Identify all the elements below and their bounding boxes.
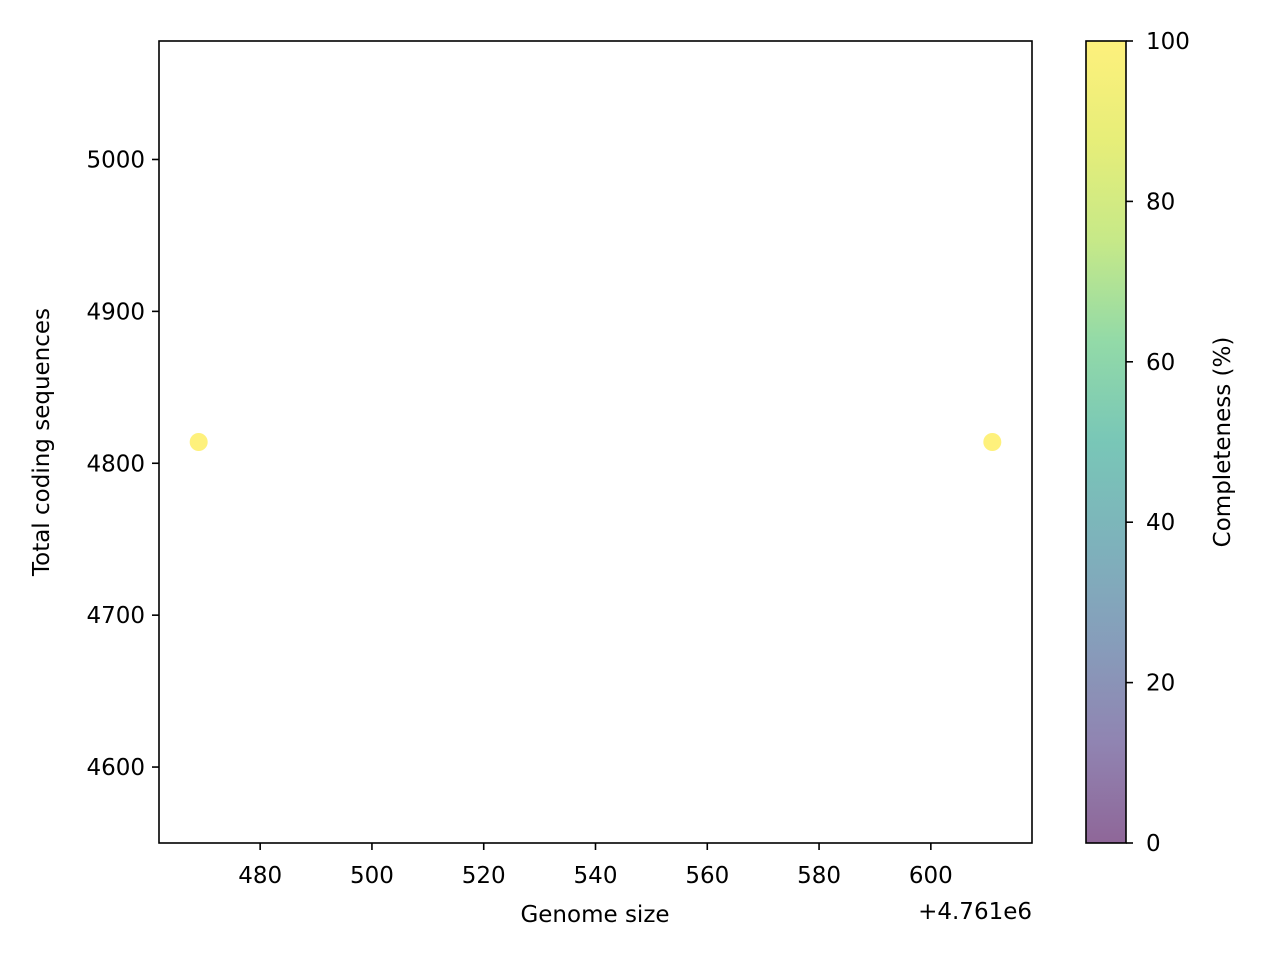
colorbar-tick-label: 80 xyxy=(1146,189,1175,215)
x-axis-offset-label: +4.761e6 xyxy=(918,899,1032,925)
colorbar-tick-label: 40 xyxy=(1146,510,1175,536)
plot-frame xyxy=(158,40,1033,844)
x-tick-label: 520 xyxy=(462,863,506,889)
colorbar-tick-label: 0 xyxy=(1146,831,1161,857)
x-tick-label: 560 xyxy=(685,863,729,889)
colorbar-label: Completeness (%) xyxy=(1210,337,1236,548)
x-tick-label: 480 xyxy=(238,863,282,889)
y-tick-label: 4600 xyxy=(86,755,145,781)
data-point xyxy=(189,433,208,451)
colorbar-tick-label: 100 xyxy=(1146,29,1190,55)
y-tick-label: 4800 xyxy=(86,451,145,477)
x-axis: 480 500 520 540 560 580 600 xyxy=(238,843,953,889)
y-axis-label: Total coding sequences xyxy=(29,308,55,577)
colorbar-tick-label: 60 xyxy=(1146,350,1175,376)
y-tick-label: 5000 xyxy=(86,147,145,173)
colorbar-ticks: 0 20 40 60 80 100 xyxy=(1126,29,1190,857)
x-tick-label: 540 xyxy=(574,863,618,889)
x-tick-label: 600 xyxy=(909,863,953,889)
data-point xyxy=(983,433,1002,451)
y-tick-label: 4900 xyxy=(86,299,145,325)
x-axis-label: Genome size xyxy=(520,902,669,928)
x-tick-label: 500 xyxy=(350,863,394,889)
y-tick-label: 4700 xyxy=(86,603,145,629)
colorbar: 0 20 40 60 80 100 Completeness (%) xyxy=(1085,29,1236,857)
colorbar-tick-label: 20 xyxy=(1146,671,1175,697)
plot-area xyxy=(158,40,1033,844)
points-layer xyxy=(189,433,1002,451)
colorbar-gradient xyxy=(1086,41,1126,843)
x-tick-label: 580 xyxy=(797,863,841,889)
colorbar-frame xyxy=(1085,40,1127,844)
y-axis: 4600 4700 4800 4900 5000 xyxy=(86,147,159,781)
